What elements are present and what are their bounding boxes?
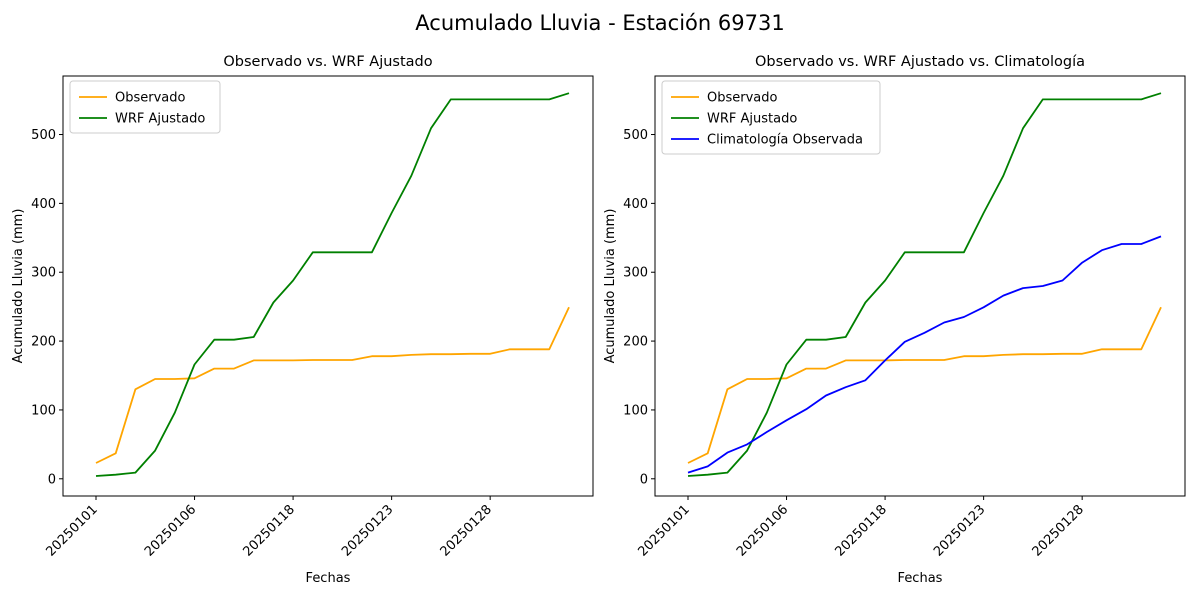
x-tick-label: 20250106 bbox=[734, 502, 791, 559]
y-tick-label: 300 bbox=[31, 266, 56, 281]
series-line-observado bbox=[687, 306, 1162, 464]
x-tick-label: 20250118 bbox=[241, 502, 298, 559]
y-tick-label: 0 bbox=[640, 472, 648, 487]
y-tick-label: 400 bbox=[31, 197, 56, 212]
x-tick-label: 20250128 bbox=[438, 502, 495, 559]
y-axis-label: Acumulado Lluvia (mm) bbox=[11, 209, 26, 364]
x-axis-label: Fechas bbox=[306, 571, 351, 586]
y-tick-label: 500 bbox=[31, 128, 56, 143]
series-line-wrf-ajustado bbox=[687, 92, 1162, 477]
x-axis-label: Fechas bbox=[898, 571, 943, 586]
plot-area-frame bbox=[62, 75, 594, 497]
x-tick-label: 20250118 bbox=[833, 502, 890, 559]
figure-suptitle: Acumulado Lluvia - Estación 69731 bbox=[415, 11, 784, 35]
legend-label: WRF Ajustado bbox=[707, 112, 797, 127]
series-line-climatologia-observada bbox=[687, 235, 1162, 474]
legend-label: Observado bbox=[707, 91, 778, 106]
chart-title: Observado vs. WRF Ajustado bbox=[223, 54, 432, 70]
x-tick-label: 20250123 bbox=[339, 502, 396, 559]
y-tick-label: 200 bbox=[623, 335, 648, 350]
y-tick-label: 400 bbox=[623, 197, 648, 212]
legend-label: Climatología Observada bbox=[707, 133, 863, 148]
y-axis-label: Acumulado Lluvia (mm) bbox=[603, 209, 618, 364]
legend-box bbox=[661, 80, 881, 155]
x-tick-label: 20250123 bbox=[931, 502, 988, 559]
chart-title: Observado vs. WRF Ajustado vs. Climatolo… bbox=[755, 54, 1085, 70]
series-line-wrf-ajustado bbox=[95, 92, 570, 477]
series-line-observado bbox=[95, 306, 570, 464]
y-tick-label: 100 bbox=[31, 403, 56, 418]
legend-label: WRF Ajustado bbox=[115, 112, 205, 127]
x-tick-label: 20250128 bbox=[1030, 502, 1087, 559]
legend: Observado WRF Ajustado Climatología Observ… bbox=[661, 80, 881, 155]
x-tick-label: 20250101 bbox=[43, 502, 100, 559]
chart-panel-1: Observado vs. WRF Ajustado 0 100 200 300 400 5… bbox=[11, 54, 594, 586]
y-tick-label: 0 bbox=[48, 472, 56, 487]
legend: Observado WRF Ajustado bbox=[69, 80, 221, 134]
legend-label: Observado bbox=[115, 91, 186, 106]
chart-panel-2: Observado vs. WRF Ajustado vs. Climatolo… bbox=[603, 54, 1186, 586]
y-tick-label: 200 bbox=[31, 335, 56, 350]
y-tick-label: 300 bbox=[623, 266, 648, 281]
plot-area-frame bbox=[654, 75, 1186, 497]
legend-box bbox=[69, 80, 221, 134]
x-tick-label: 20250106 bbox=[142, 502, 199, 559]
y-tick-label: 100 bbox=[623, 403, 648, 418]
x-tick-label: 20250101 bbox=[635, 502, 692, 559]
y-tick-label: 500 bbox=[623, 128, 648, 143]
